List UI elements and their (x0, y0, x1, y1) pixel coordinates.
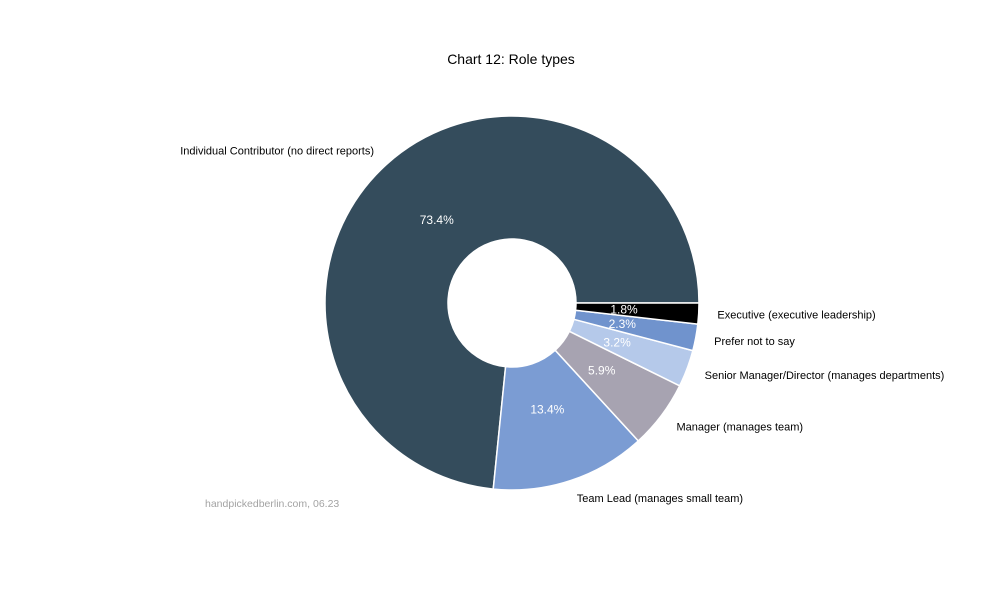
slice-label-4: Prefer not to say (714, 336, 795, 348)
percent-label-5: 1.8% (610, 303, 638, 317)
slice-label-3: Senior Manager/Director (manages departm… (705, 370, 945, 382)
slice-label-1: Team Lead (manages small team) (577, 493, 743, 505)
percent-label-0: 73.4% (420, 213, 454, 227)
pie-slice-1 (492, 349, 640, 491)
pie-slice-5 (574, 302, 700, 325)
slice-label-5: Executive (executive leadership) (717, 309, 875, 321)
percent-label-1: 13.4% (530, 403, 564, 417)
source-attribution: handpickedberlin.com, 06.23 (205, 498, 340, 510)
chart-title: Chart 12: Role types (447, 51, 575, 67)
pie-slice-0 (324, 115, 700, 490)
percent-label-4: 2.3% (609, 317, 637, 331)
percent-label-2: 5.9% (588, 364, 616, 378)
slice-label-0: Individual Contributor (no direct report… (180, 145, 374, 157)
percent-label-3: 3.2% (603, 336, 631, 350)
slice-label-2: Manager (manages team) (677, 421, 804, 433)
